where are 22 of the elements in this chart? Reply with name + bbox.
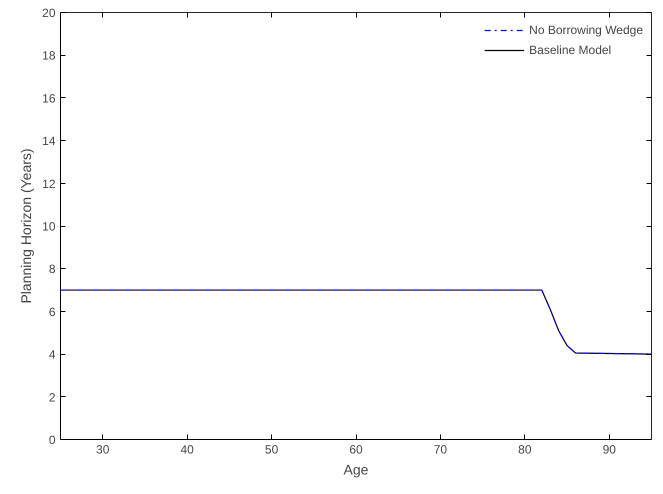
x-axis-title: Age [344,462,369,478]
x-tick-label: 90 [602,442,616,456]
y-tick-label: 20 [42,6,56,20]
x-tick-label: 30 [96,442,110,456]
x-tick-label: 40 [180,442,194,456]
legend-label: No Borrowing Wedge [529,23,643,37]
y-tick-label: 10 [42,220,56,234]
y-tick-label: 4 [48,348,56,362]
legend-label: Baseline Model [529,43,612,57]
x-tick-label: 80 [518,442,532,456]
x-tick-label: 70 [434,442,448,456]
y-tick-label: 18 [42,48,56,63]
y-tick-label: 0 [48,433,56,447]
y-tick-label: 14 [42,134,56,148]
y-tick-label: 12 [42,176,56,191]
y-tick-label: 6 [48,304,56,319]
y-tick-label: 2 [48,390,56,404]
x-tick-label: 60 [349,442,363,456]
y-axis-title: Planning Horizon (Years) [18,148,34,304]
y-tick-label: 16 [42,91,56,106]
y-tick-label: 8 [48,262,56,276]
x-tick-label: 50 [264,442,279,456]
